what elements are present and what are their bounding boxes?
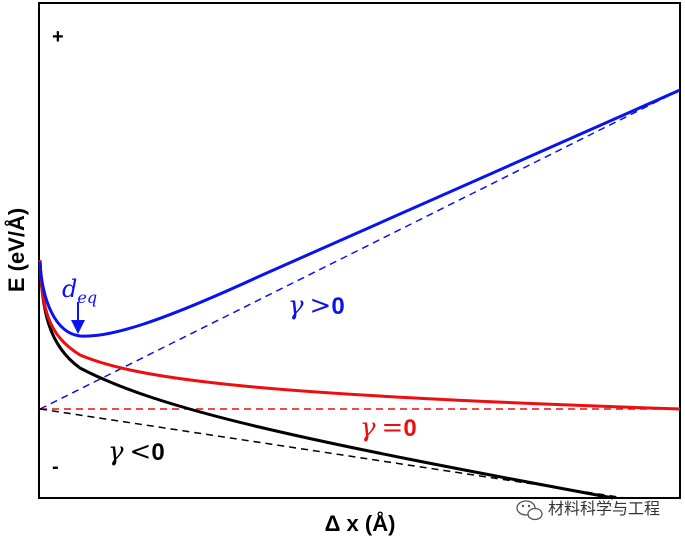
gamma-negative-value: 0 bbox=[151, 439, 164, 466]
x-axis-title: Δ x (Å) bbox=[325, 510, 396, 536]
gamma-positive-symbol: γ bbox=[288, 291, 304, 321]
deq-main: d bbox=[62, 275, 77, 303]
series-line-gamma-negative bbox=[38, 259, 614, 500]
deq-label: deq bbox=[62, 275, 97, 307]
gamma-positive-value: 0 bbox=[331, 293, 344, 320]
deq-arrow bbox=[71, 302, 85, 334]
series-line-gamma-zero bbox=[38, 259, 681, 411]
gamma-zero-symbol: γ bbox=[360, 413, 376, 443]
wechat-icon bbox=[516, 500, 543, 521]
series-line-gamma-positive bbox=[38, 88, 681, 338]
watermark: 材料科学与工程 bbox=[516, 499, 660, 521]
deq-subscript: eq bbox=[77, 288, 97, 307]
series-label-gamma-zero: γ =0 bbox=[360, 413, 417, 443]
gamma-zero-relation: = bbox=[382, 413, 404, 443]
y-axis-title: E (eV/Å) bbox=[3, 208, 29, 292]
y-bottom-sign: - bbox=[52, 456, 59, 478]
gamma-zero-value: 0 bbox=[403, 415, 416, 442]
gamma-positive-relation: > bbox=[310, 291, 332, 321]
y-top-sign: + bbox=[52, 26, 64, 48]
watermark-text: 材料科学与工程 bbox=[548, 499, 660, 518]
gamma-negative-symbol: γ bbox=[108, 437, 124, 467]
gamma-negative-relation: < bbox=[130, 437, 152, 467]
series-label-gamma-negative: γ <0 bbox=[108, 437, 165, 467]
reference-line-positive-slope bbox=[39, 89, 681, 410]
plot-frame bbox=[38, 2, 681, 499]
series-label-gamma-positive: γ >0 bbox=[288, 291, 345, 321]
